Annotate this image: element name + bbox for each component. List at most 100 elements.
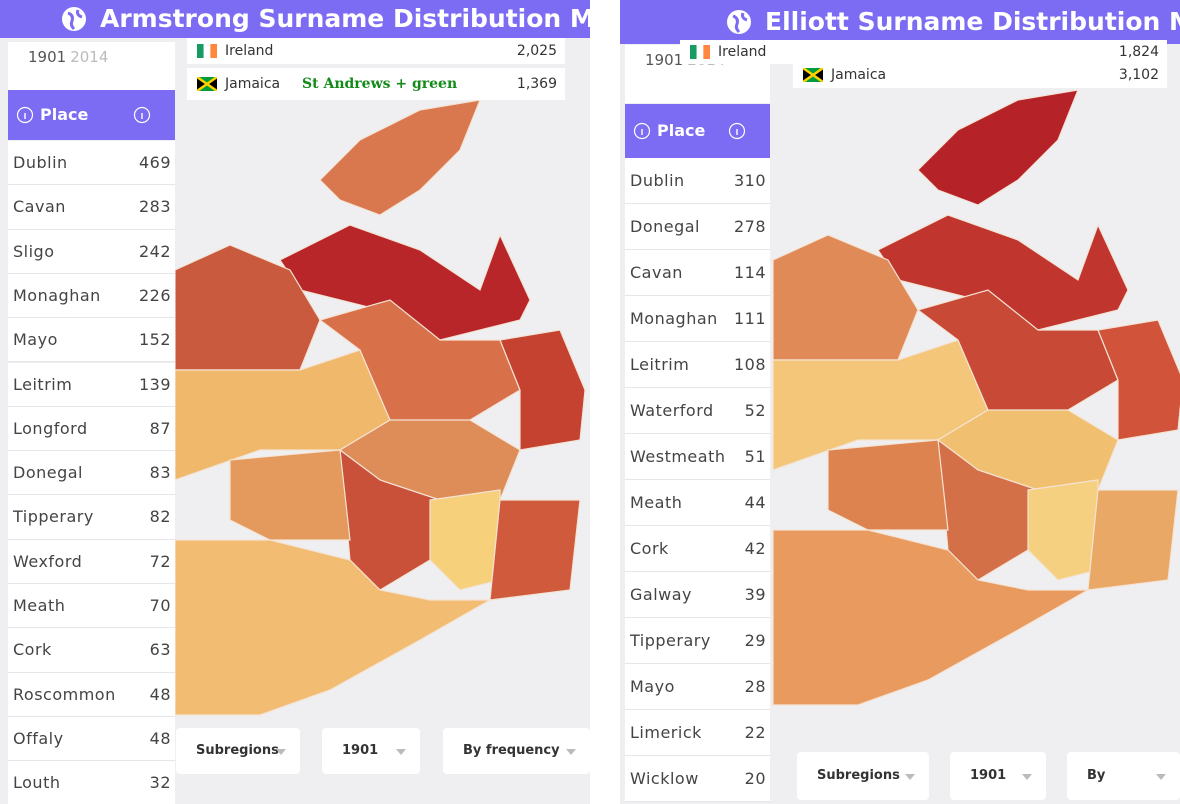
- dropdown[interactable]: 1901: [322, 728, 420, 774]
- county: [1097, 319, 1180, 441]
- place-name: Mayo: [630, 677, 675, 696]
- caret-shape: [1156, 774, 1166, 780]
- table-row: Dublin 310: [625, 158, 770, 204]
- table-row: Meath 70: [8, 584, 175, 629]
- country-name: Jamaica: [225, 76, 281, 92]
- place-count: 469: [138, 153, 171, 172]
- place-name: Dublin: [630, 171, 685, 190]
- place-count: 83: [149, 463, 171, 483]
- place-name: Cork: [630, 539, 669, 558]
- county: [772, 529, 1091, 706]
- table-row: Monaghan 226: [8, 273, 175, 319]
- place-count: 114: [733, 263, 766, 282]
- table-row: Donegal 83: [8, 451, 175, 496]
- caret: [1156, 774, 1166, 780]
- dropdown[interactable]: Subregions: [797, 752, 929, 800]
- place-count: 39: [744, 585, 766, 604]
- dropdown[interactable]: Subregions: [176, 728, 300, 774]
- place-count: 22: [744, 723, 766, 742]
- info-bar: [141, 113, 143, 119]
- map: [174, 99, 586, 716]
- dropdown[interactable]: 1901: [950, 752, 1046, 800]
- county: [429, 489, 501, 591]
- header: Armstrong Surname Distribution Map: [0, 0, 590, 38]
- country-row: Jamaica 3,102: [793, 62, 1167, 88]
- table-row: Galway 39: [625, 572, 770, 618]
- place-name: Roscommon: [13, 684, 116, 704]
- year-tab[interactable]: 1901: [645, 51, 684, 69]
- table-row: Mayo 28: [625, 664, 770, 710]
- table-row: Limerick 22: [625, 710, 770, 756]
- dropdown-label: By frequency: [1087, 768, 1106, 783]
- info-bar: [736, 129, 738, 135]
- place-count: 32: [149, 773, 171, 793]
- flag-stripe: [696, 45, 704, 59]
- table-row: Waterford 52: [625, 388, 770, 434]
- place-count: 52: [744, 401, 766, 420]
- table-row: Wicklow 20: [625, 756, 770, 802]
- place-name: Monaghan: [13, 285, 101, 305]
- globe-land: [67, 9, 83, 31]
- info-icon: [16, 106, 34, 124]
- table-header-label: Place: [657, 121, 706, 140]
- place-count: 87: [149, 418, 171, 438]
- dropdown[interactable]: By frequency: [443, 728, 590, 774]
- place-name: Meath: [13, 596, 66, 615]
- place-name: Westmeath: [630, 447, 726, 466]
- place-name: Tipperary: [630, 631, 711, 650]
- caret-shape: [276, 749, 286, 755]
- flag-cross: [803, 68, 823, 82]
- place-count: 242: [138, 241, 171, 261]
- country-count: 1,369: [516, 76, 557, 92]
- place-count: 111: [733, 309, 766, 328]
- header: Elliott Surname Distribution Map: [620, 0, 1180, 44]
- table-header: Place: [625, 104, 770, 158]
- table-header: Place: [8, 90, 175, 140]
- table-header-label: Place: [40, 105, 89, 124]
- county: [318, 299, 521, 431]
- table-row: Tipperary 29: [625, 618, 770, 664]
- table-row: Westmeath 51: [625, 434, 770, 480]
- county: [279, 224, 531, 341]
- table-row: Roscommon 48: [8, 672, 175, 717]
- county: [174, 539, 493, 716]
- table-row: Leitrim 139: [8, 362, 175, 407]
- place-name: Limerick: [630, 723, 702, 742]
- dropdown-label: By frequency: [463, 743, 560, 758]
- caret-shape: [566, 749, 576, 755]
- globe-icon: [62, 7, 86, 31]
- info-circle: [16, 106, 34, 124]
- place-count: 283: [138, 197, 171, 217]
- year-tab[interactable]: 1901: [28, 48, 67, 66]
- place-count: 20: [744, 769, 766, 788]
- place-count: 108: [733, 355, 766, 374]
- table-row: Louth 32: [8, 761, 175, 804]
- map: [772, 89, 1180, 706]
- place-count: 51: [744, 447, 766, 466]
- dropdown[interactable]: By frequency: [1067, 752, 1180, 800]
- year-tab[interactable]: 2014: [70, 48, 109, 66]
- info-icon: [633, 122, 651, 140]
- flag: [197, 44, 217, 58]
- panel: Elliott Surname Distribution Map19012014…: [620, 0, 1180, 804]
- flag-stripe: [690, 45, 697, 59]
- place-name: Donegal: [13, 463, 83, 483]
- info-circle: [728, 122, 746, 140]
- place-name: Donegal: [630, 217, 700, 236]
- place-name: Wexford: [13, 551, 83, 571]
- table-row: Monaghan 111: [625, 296, 770, 342]
- country-name: Jamaica: [831, 67, 887, 83]
- place-count: 278: [733, 217, 766, 236]
- place-count: 48: [149, 728, 171, 748]
- county: [229, 449, 351, 541]
- title: Armstrong Surname Distribution Map: [100, 4, 590, 33]
- flag: [197, 77, 217, 91]
- table-row: Cavan 283: [8, 185, 175, 230]
- place-name: Meath: [630, 493, 683, 512]
- info-circle: [133, 106, 151, 124]
- country-row: Ireland 1,824: [680, 40, 1167, 64]
- caret-shape: [905, 774, 915, 780]
- place-count: 139: [138, 374, 171, 394]
